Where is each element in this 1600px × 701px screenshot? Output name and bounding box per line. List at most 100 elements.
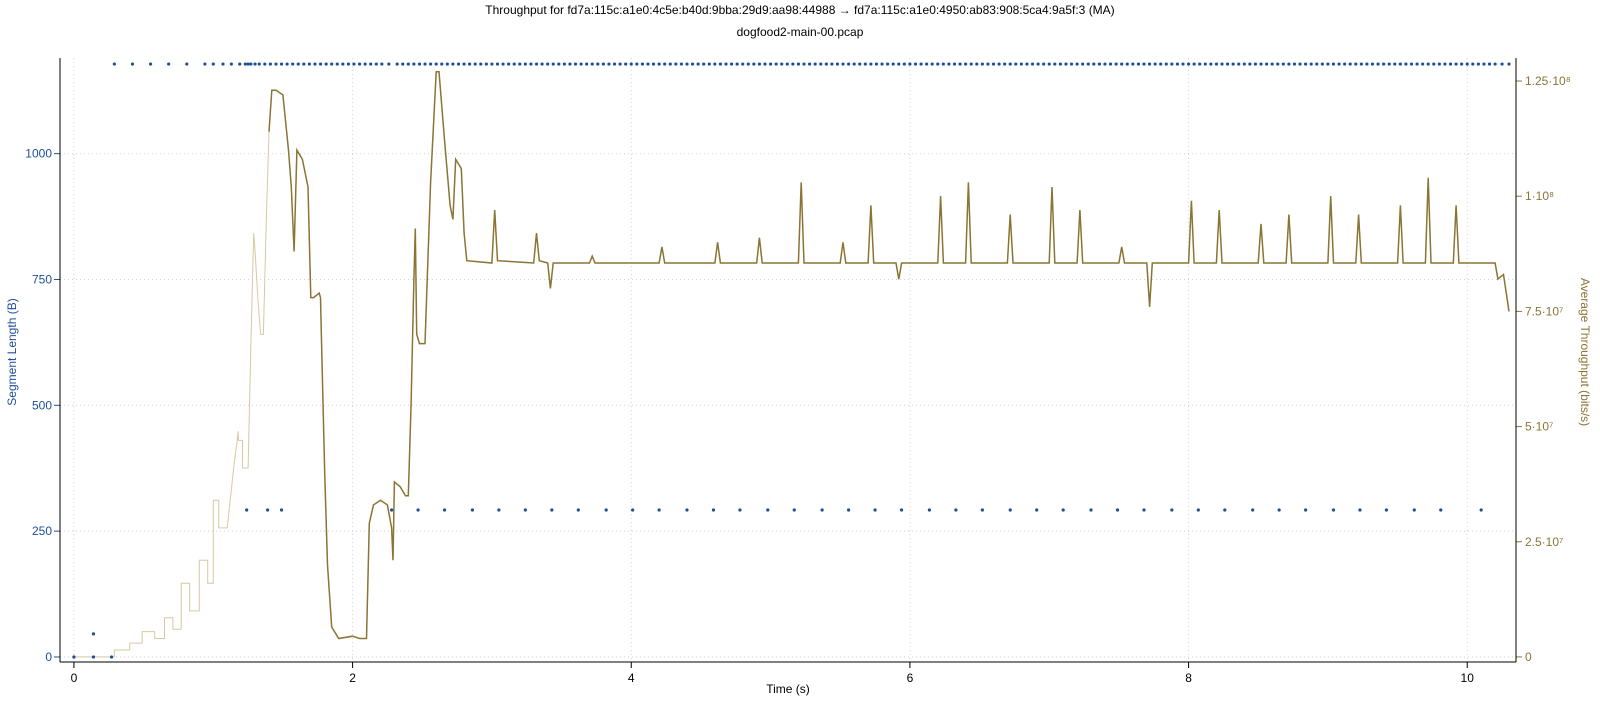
segment-point	[109, 655, 114, 659]
segment-point	[997, 62, 1001, 66]
segment-point	[757, 62, 762, 66]
segment-point	[540, 62, 544, 66]
segment-point	[1476, 62, 1480, 66]
segment-point	[1231, 62, 1235, 66]
x-tick-label: 6	[907, 671, 914, 685]
segment-point	[318, 62, 323, 66]
segment-point	[1081, 62, 1085, 66]
segment-point	[268, 62, 272, 66]
segment-point	[307, 62, 312, 66]
segment-point	[390, 508, 394, 512]
segment-point	[274, 62, 278, 66]
segment-point	[1421, 62, 1425, 66]
segment-point	[952, 62, 957, 66]
segment-point	[986, 62, 990, 66]
y-right-tick-label: 2.5·10⁷	[1525, 535, 1563, 549]
segment-point	[785, 62, 789, 66]
segment-point	[796, 62, 801, 66]
segment-point	[279, 62, 284, 66]
segment-point	[507, 62, 511, 66]
segment-point	[1259, 62, 1263, 66]
segment-point	[824, 62, 828, 66]
segment-point	[919, 62, 923, 66]
segment-point	[1393, 62, 1397, 66]
segment-point	[886, 62, 890, 66]
segment-point	[167, 62, 171, 66]
segment-point	[668, 62, 672, 66]
segment-point	[1376, 62, 1380, 66]
segment-point	[1186, 62, 1191, 66]
segment-point	[830, 62, 834, 66]
segment-point	[780, 62, 784, 66]
segment-point	[1030, 62, 1035, 66]
segment-point	[1331, 508, 1336, 512]
segment-point	[346, 62, 351, 66]
segment-point	[562, 62, 566, 66]
segment-point	[729, 62, 734, 66]
segment-point	[1014, 62, 1018, 66]
segment-point	[1120, 62, 1124, 66]
segment-point	[991, 62, 996, 66]
segment-point	[91, 655, 96, 659]
segment-point	[523, 62, 527, 66]
segment-point	[902, 62, 906, 66]
segment-point	[863, 62, 867, 66]
segment-point	[387, 62, 391, 66]
segment-point	[1153, 62, 1157, 66]
segment-point	[685, 62, 689, 66]
segment-point	[612, 62, 617, 66]
segment-point	[936, 62, 940, 66]
x-tick-label: 0	[71, 671, 78, 685]
segment-point	[941, 62, 945, 66]
segment-point	[766, 508, 770, 512]
segment-point	[741, 62, 745, 66]
segment-point	[1008, 62, 1012, 66]
segment-point	[852, 62, 856, 66]
segment-point	[1437, 62, 1441, 66]
segment-point	[313, 62, 317, 66]
segment-point	[291, 62, 295, 66]
segment-point	[1147, 62, 1152, 66]
segment-point	[690, 62, 695, 66]
segment-point	[1287, 62, 1291, 66]
segment-point	[495, 62, 500, 66]
segment-point	[1309, 62, 1313, 66]
segment-point	[651, 62, 656, 66]
segment-point	[880, 62, 884, 66]
segment-point	[813, 62, 817, 66]
segment-point	[1125, 62, 1129, 66]
segment-point	[858, 62, 862, 66]
segment-point	[246, 62, 250, 66]
segment-point	[819, 62, 823, 66]
segment-point	[1086, 62, 1090, 66]
segment-point	[1003, 62, 1007, 66]
segment-point	[245, 508, 249, 512]
segment-point	[1359, 62, 1363, 66]
segment-point	[1242, 62, 1246, 66]
segment-point	[1409, 62, 1414, 66]
segment-point	[1270, 62, 1274, 66]
segment-point	[792, 508, 796, 512]
segment-point	[203, 62, 207, 66]
segment-point	[674, 62, 678, 66]
segment-point	[847, 508, 851, 512]
segment-point	[468, 62, 472, 66]
segment-point	[1382, 62, 1386, 66]
segment-point	[869, 62, 873, 66]
y-left-tick-label: 1000	[25, 147, 52, 161]
segment-point	[302, 62, 306, 66]
segment-point	[1471, 62, 1475, 66]
y-left-tick-label: 750	[32, 272, 52, 286]
segment-point	[1398, 62, 1402, 66]
segment-point	[1008, 508, 1012, 512]
segment-point	[899, 508, 904, 512]
segment-point	[713, 62, 717, 66]
segment-point	[624, 62, 628, 66]
segment-point	[1058, 62, 1062, 66]
segment-point	[696, 62, 700, 66]
throughput-line	[268, 71, 1510, 640]
segment-point	[1181, 62, 1185, 66]
segment-point	[1114, 62, 1118, 66]
segment-point	[249, 62, 253, 66]
segment-point	[1159, 62, 1163, 66]
